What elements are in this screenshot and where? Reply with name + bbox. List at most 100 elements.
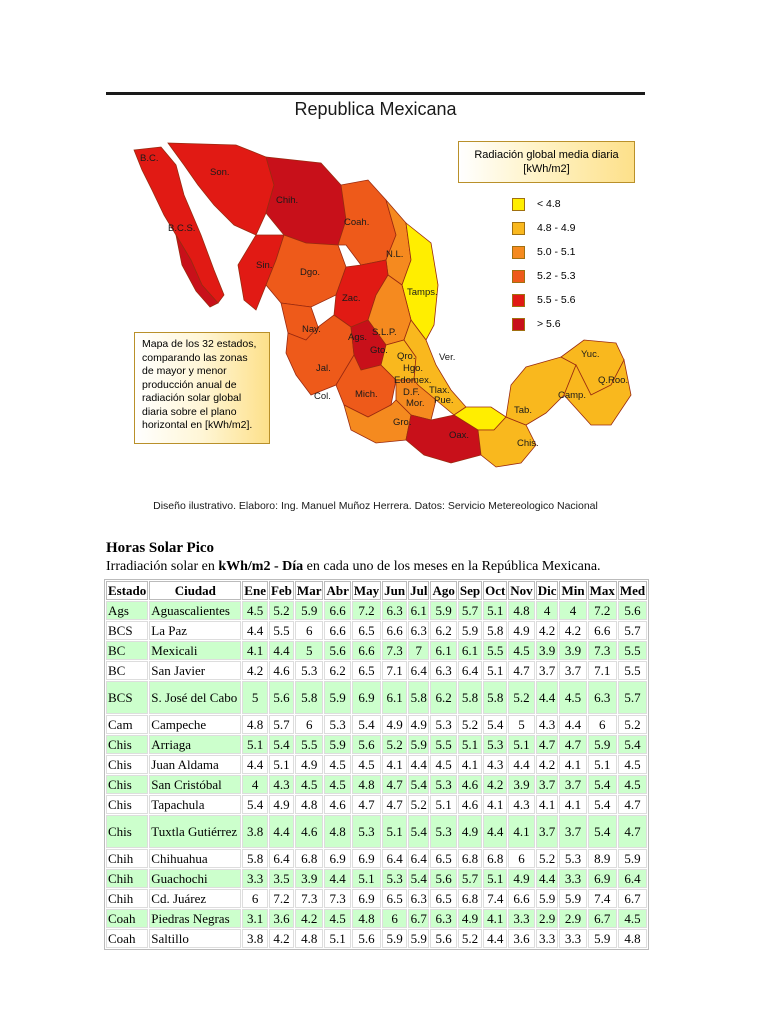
value-cell: 7.3 [324,889,351,908]
value-cell: 6 [508,849,535,868]
value-cell: 4.1 [483,909,508,928]
value-cell: 5.9 [324,681,351,714]
legend-swatch [512,293,525,307]
value-cell: 5 [294,641,324,660]
column-header: Sep [457,581,483,600]
value-cell: 3.3 [559,929,587,948]
value-cell: 4.8 [508,601,535,620]
value-cell: 5.1 [242,735,268,754]
value-cell: 4.3 [483,755,508,774]
value-cell: 4.3 [268,775,294,794]
value-cell: 4.2 [242,661,268,680]
ciudad-cell: Aguascalientes [149,601,242,620]
value-cell: 4.9 [294,755,324,774]
ciudad-cell: Piedras Negras [149,909,242,928]
solar-hours-table: Estado Ciudad Ene Feb Mar Abr May Jun Jul Ago Sep O… [104,579,650,950]
value-cell: 4.7 [535,735,559,754]
value-cell: 6.2 [324,661,351,680]
note-line: producción anual de [142,378,237,391]
value-cell: 5.2 [535,849,559,868]
note-line: de mayor y menor [142,365,227,377]
table-row: Chis Arriaga 5.1 5.4 5.5 5.9 5.6 5.2 5.9 5.5 5.1 5.… [106,735,648,754]
note-line: Mapa de los 32 estados, [142,338,257,350]
value-cell: 5.5 [617,641,648,660]
table-row: Cam Campeche 4.8 5.7 6 5.3 5.4 4.9 4.9 5.3 5.2 5.4 5… [106,715,648,734]
value-cell: 4.8 [351,775,382,794]
value-cell: 4.7 [382,795,408,814]
column-header: Ago [430,581,457,600]
value-cell: 6.3 [408,621,430,640]
value-cell: 7.3 [587,641,617,660]
legend-title-line2: [kWh/m2] [523,163,570,175]
value-cell: 5.1 [351,869,382,888]
value-cell: 5.2 [457,715,483,734]
value-cell: 8.9 [587,849,617,868]
value-cell: 3.1 [242,909,268,928]
value-cell: 6.7 [587,909,617,928]
value-cell: 4.1 [508,815,535,848]
value-cell: 4.2 [535,621,559,640]
state-label: Dgo. [300,267,321,278]
value-cell: 5.8 [483,621,508,640]
value-cell: 6.4 [617,869,648,888]
state-label: D.F. [403,387,420,398]
value-cell: 7.2 [587,601,617,620]
value-cell: 6.3 [382,601,408,620]
value-cell: 5.3 [559,849,587,868]
value-cell: 6.8 [457,889,483,908]
value-cell: 5.7 [617,621,648,640]
value-cell: 6.6 [351,641,382,660]
value-cell: 3.7 [535,815,559,848]
table-header-row: Estado Ciudad Ene Feb Mar Abr May Jun Jul Ago Sep O… [106,581,648,600]
value-cell: 3.9 [535,641,559,660]
value-cell: 6.4 [457,661,483,680]
table-row: Chis Tapachula 5.4 4.9 4.8 4.6 4.7 4.7 5.2 5.1 4.6… [106,795,648,814]
legend-label: 4.8 - 4.9 [537,222,576,234]
table-row: Coah Saltillo 3.8 4.2 4.8 5.1 5.6 5.9 5.9 5.6 5.2 4… [106,929,648,948]
ciudad-cell: Tapachula [149,795,242,814]
table-row: Ags Aguascalientes 4.5 5.2 5.9 6.6 7.2 6.3 6.1 5.… [106,601,648,620]
value-cell: 5.4 [617,735,648,754]
value-cell: 6.7 [408,909,430,928]
value-cell: 4 [559,601,587,620]
legend-item: 5.2 - 5.3 [512,264,632,288]
value-cell: 6.2 [430,621,457,640]
legend-item: > 5.6 [512,312,632,336]
ciudad-cell: Cd. Juárez [149,889,242,908]
ciudad-cell: Tuxtla Gutiérrez [149,815,242,848]
value-cell: 5.6 [324,641,351,660]
legend-item: 5.5 - 5.6 [512,288,632,312]
value-cell: 5 [508,715,535,734]
table-row: Chis Tuxtla Gutiérrez 3.8 4.4 4.6 4.8 5.3 5.1 5.… [106,815,648,848]
estado-cell: BC [106,661,149,680]
value-cell: 6.5 [351,621,382,640]
state-label: Jal. [316,363,331,374]
value-cell: 5.3 [430,715,457,734]
value-cell: 5.4 [587,775,617,794]
map-note: Mapa de los 32 estados, comparando las zo… [134,332,270,444]
value-cell: 5.5 [294,735,324,754]
value-cell: 6.3 [408,889,430,908]
value-cell: 5.5 [430,735,457,754]
value-cell: 6.1 [408,601,430,620]
value-cell: 4.5 [324,775,351,794]
estado-cell: BCS [106,621,149,640]
legend-label: > 5.6 [537,318,561,330]
value-cell: 4.6 [457,775,483,794]
value-cell: 5.9 [408,735,430,754]
value-cell: 6.6 [587,621,617,640]
state-label: Camp. [558,390,586,401]
value-cell: 5.4 [351,715,382,734]
legend-label: 5.0 - 5.1 [537,246,576,258]
column-header: May [351,581,382,600]
value-cell: 4.4 [242,755,268,774]
value-cell: 4.1 [483,795,508,814]
value-cell: 5.7 [268,715,294,734]
state-label: Pue. [434,395,454,406]
state-label: N.L. [386,249,404,260]
value-cell: 6 [382,909,408,928]
legend-title-line1: Radiación global media diaria [474,149,619,161]
value-cell: 4.6 [457,795,483,814]
state-label: Mich. [355,389,378,400]
value-cell: 5.4 [242,795,268,814]
